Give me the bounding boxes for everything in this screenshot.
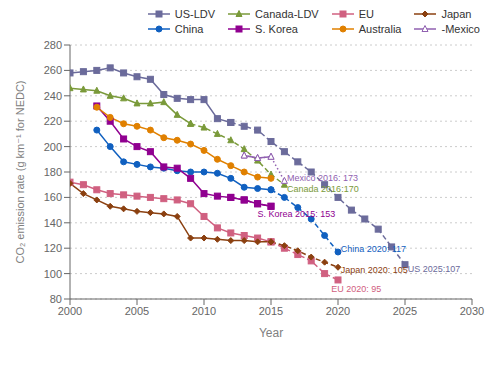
svg-text:280: 280 (44, 39, 62, 51)
svg-text:2015: 2015 (259, 305, 283, 317)
svg-text:Japan 2020: 105: Japan 2020: 105 (341, 265, 408, 275)
svg-text:240: 240 (44, 90, 62, 102)
svg-text:China 2020: 117: China 2020: 117 (341, 244, 406, 254)
svg-text:Mexico 2016: 173: Mexico 2016: 173 (287, 173, 358, 183)
html-text:Canada-LDV: Canada-LDV (255, 8, 319, 20)
svg-text:100: 100 (44, 268, 62, 280)
svg-text:US 2025:107: US 2025:107 (408, 264, 461, 274)
svg-text:Year: Year (259, 326, 283, 340)
svg-text:200: 200 (44, 141, 62, 153)
svg-text:2030: 2030 (460, 305, 484, 317)
svg-text:160: 160 (44, 191, 62, 203)
svg-text:Canada 2016:170: Canada 2016:170 (287, 184, 359, 194)
svg-text:S. Korea 2015: 153: S. Korea 2015: 153 (258, 209, 336, 219)
html-text:China: China (174, 23, 204, 35)
svg-text:EU 2020: 95: EU 2020: 95 (331, 284, 381, 294)
svg-text:CO₂ emission rate (g km⁻¹ for: CO₂ emission rate (g km⁻¹ for NEDC) (14, 80, 26, 263)
svg-text:2000: 2000 (58, 305, 82, 317)
svg-text:260: 260 (44, 64, 62, 76)
svg-text:2020: 2020 (326, 305, 350, 317)
svg-text:80: 80 (50, 293, 62, 305)
html-text:Japan: Japan (441, 8, 472, 20)
svg-text:220: 220 (44, 115, 62, 127)
html-text:US-LDV: US-LDV (174, 8, 216, 20)
svg-text:2010: 2010 (192, 305, 216, 317)
html-text:Australia: Australia (358, 23, 402, 35)
svg-text:140: 140 (44, 217, 62, 229)
svg-text:2025: 2025 (393, 305, 417, 317)
html-text:EU: EU (358, 8, 374, 20)
html-text:-Mexico: -Mexico (441, 23, 480, 35)
svg-text:2005: 2005 (125, 305, 149, 317)
svg-text:120: 120 (44, 242, 62, 254)
svg-text:180: 180 (44, 166, 62, 178)
html-text:S. Korea: S. Korea (255, 23, 298, 35)
